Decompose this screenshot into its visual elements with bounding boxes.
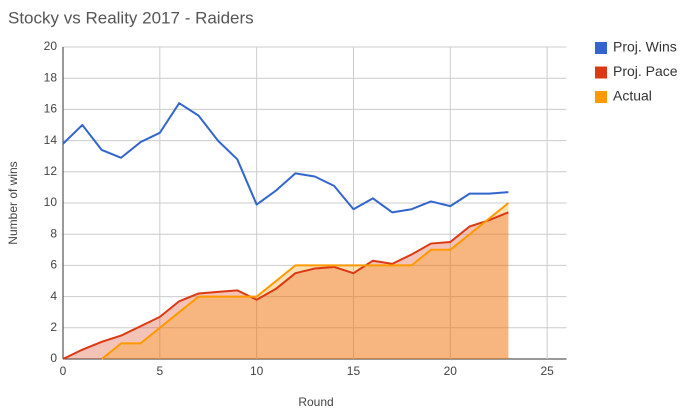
x-tick-label: 0 <box>60 364 67 378</box>
legend: Proj. Wins Proj. Pace Actual <box>595 39 678 104</box>
y-tick-label: 20 <box>44 39 58 53</box>
legend-swatch <box>595 91 607 103</box>
y-tick-label: 4 <box>50 289 57 303</box>
x-tick-label: 5 <box>156 364 163 378</box>
area <box>101 203 509 359</box>
legend-swatch <box>595 66 607 79</box>
legend-swatch <box>595 42 607 54</box>
lines <box>62 102 510 360</box>
y-tick-label: 2 <box>50 320 57 334</box>
line <box>62 102 509 214</box>
line <box>62 211 509 360</box>
x-axis-label: Round <box>298 395 333 409</box>
y-tick-label: 16 <box>44 102 58 116</box>
y-tick-label: 10 <box>44 195 58 209</box>
y-tick-label: 8 <box>50 226 57 240</box>
tick-labels: 0 2 4 6 8 10 12 14 16 18 20 0 5 10 15 20 25 <box>44 39 554 378</box>
legend-label: Actual <box>613 88 652 104</box>
x-tick-label: 25 <box>540 364 554 378</box>
chart-title: Stocky vs Reality 2017 - Raiders <box>8 8 254 27</box>
legend-label: Proj. Wins <box>613 39 677 55</box>
area <box>63 212 509 359</box>
y-tick-label: 0 <box>50 351 57 365</box>
y-tick-label: 14 <box>44 133 58 147</box>
y-axis-label: Number of wins <box>6 161 20 244</box>
areas <box>63 203 509 359</box>
line <box>101 202 510 360</box>
y-tick-label: 18 <box>44 70 58 84</box>
x-tick-label: 20 <box>444 364 458 378</box>
y-tick-label: 6 <box>50 258 57 272</box>
legend-label: Proj. Pace <box>613 63 678 79</box>
x-tick-label: 15 <box>347 364 361 378</box>
x-tick-label: 10 <box>250 364 264 378</box>
y-tick-label: 12 <box>44 164 58 178</box>
